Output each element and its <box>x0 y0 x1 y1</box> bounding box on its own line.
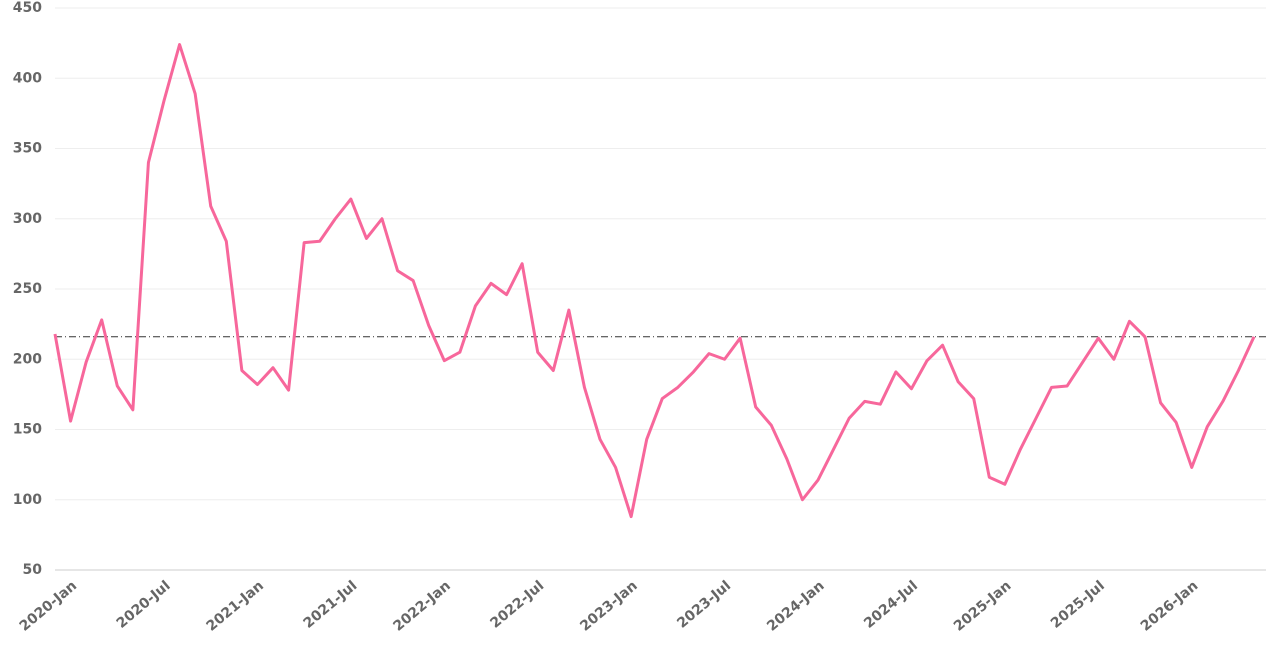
x-tick-label: 2022-Jan <box>390 578 453 635</box>
x-tick-label: 2021-Jul <box>301 578 361 632</box>
y-tick-label: 100 <box>13 492 42 508</box>
x-tick-label: 2025-Jul <box>1048 578 1108 632</box>
y-tick-label: 400 <box>13 70 42 86</box>
x-tick-label: 2023-Jul <box>674 578 734 632</box>
x-tick-label: 2026-Jan <box>1138 578 1201 635</box>
y-tick-label: 350 <box>13 141 42 157</box>
x-tick-label: 2024-Jan <box>764 578 827 635</box>
x-tick-label: 2022-Jul <box>487 578 547 632</box>
y-tick-label: 250 <box>13 281 42 297</box>
y-tick-label: 150 <box>13 422 42 438</box>
y-tick-label: 200 <box>13 351 42 367</box>
y-tick-label: 300 <box>13 211 42 227</box>
x-tick-label: 2024-Jul <box>861 578 921 632</box>
x-tick-label: 2020-Jan <box>17 578 80 635</box>
x-tick-label: 2021-Jan <box>204 578 267 635</box>
x-tick-label: 2023-Jan <box>577 578 640 635</box>
y-tick-label: 50 <box>23 562 43 578</box>
y-tick-label: 450 <box>13 0 42 16</box>
x-tick-label: 2025-Jan <box>951 578 1014 635</box>
data-line <box>53 43 1256 519</box>
x-tick-label: 2020-Jul <box>114 578 174 632</box>
